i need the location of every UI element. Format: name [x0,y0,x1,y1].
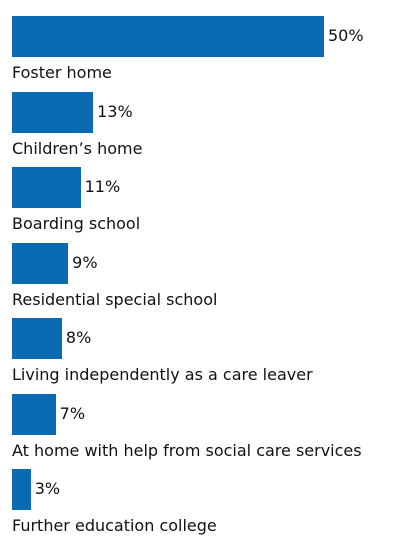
bar [12,318,62,359]
bar-row: 7% At home with help from social care ser… [0,393,404,470]
category-label: Children’s home [12,138,143,158]
bar-row: 8% Living independently as a care leaver [0,318,404,394]
bar-value-label: 50% [328,26,364,45]
category-label: Residential special school [12,289,218,309]
bar-row: 13% Children’s home [0,91,404,168]
bar-row: 9% Residential special school [0,242,404,319]
bar [12,242,69,284]
bar [12,91,94,133]
category-label: Further education college [12,516,217,535]
category-label: Foster home [12,63,112,82]
bar-value-label: 11% [84,177,121,196]
bar [12,469,31,510]
category-label: Living independently as a care leaver [12,365,313,384]
category-label: At home with help from social care servi… [12,440,362,460]
bar-value-label: 13% [97,101,133,121]
bar-value-label: 8% [65,328,92,347]
bar-value-label: 7% [59,403,86,423]
bar-row: 3% Further education college [0,469,404,545]
bar-value-label: 3% [34,479,61,498]
bar-value-label: 9% [72,252,98,272]
bar-row: 11% Boarding school [0,167,404,243]
bar [12,167,81,208]
bar [12,16,324,57]
category-label: Boarding school [12,214,141,233]
bar [12,393,56,435]
bar-row: 50% Foster home [0,16,404,92]
horizontal-bar-chart: 50% Foster home 13% Children’s home 11% Board… [0,16,404,535]
